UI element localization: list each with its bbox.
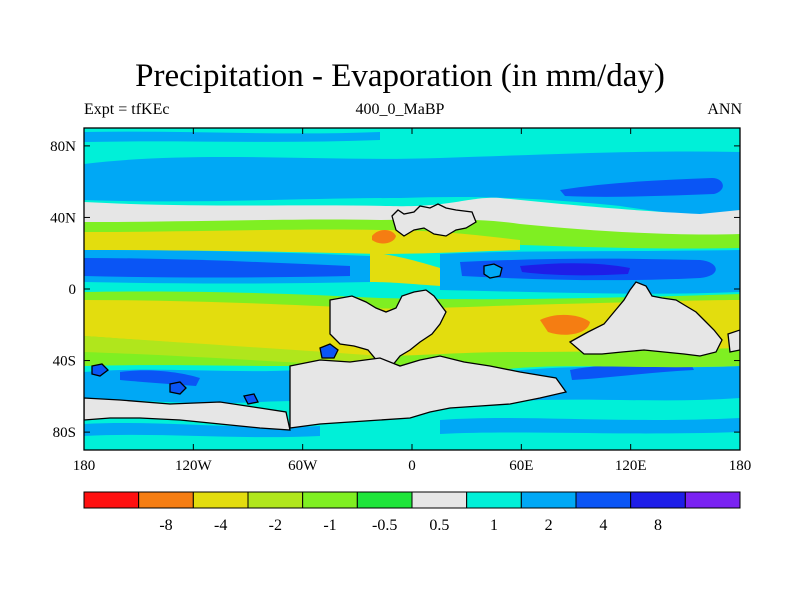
field-patch [84, 151, 740, 216]
colorbar-label: 2 [545, 517, 553, 534]
field-patch [84, 336, 380, 366]
land-mass [727, 329, 740, 353]
field-patch [84, 229, 520, 254]
colorbar-box [83, 491, 140, 509]
field-patch [84, 258, 350, 278]
land-mass [84, 397, 291, 431]
land-mass [91, 363, 109, 377]
land-mass [169, 381, 187, 395]
latitude-ticks: 80N 40N 0 40S 80S [50, 139, 740, 441]
lat-tick-label: 0 [69, 282, 77, 298]
lon-tick-label: 180 [73, 458, 96, 474]
experiment-label: Expt = tfKEc [84, 101, 170, 118]
lat-tick-label: 80N [50, 139, 76, 155]
northern-storm-track [84, 131, 740, 216]
land-mass [289, 355, 568, 429]
land-mass [243, 393, 259, 405]
map-field [84, 128, 740, 450]
colorbar-box [247, 491, 304, 509]
lon-tick-label: 180 [729, 458, 752, 474]
equatorial-wet-band [84, 250, 740, 294]
colorbar-box [630, 491, 686, 509]
field-patch [84, 423, 320, 438]
lon-tick-label: 60E [509, 458, 533, 474]
continents [84, 203, 740, 431]
period-label: 400_0_MaBP [355, 101, 445, 118]
colorbar-label: -8 [159, 517, 172, 534]
land-mass [568, 281, 723, 357]
lon-tick-label: 60W [288, 458, 318, 474]
land-mass [329, 289, 447, 376]
colorbar-labels: -8 -4 -2 -1 -0.5 0.5 1 2 4 8 [159, 517, 662, 534]
colorbar-box [138, 491, 194, 509]
field-patch [520, 263, 630, 276]
colorbar-box [411, 491, 468, 509]
colorbar-label: 4 [599, 517, 607, 534]
colorbar-box [356, 491, 413, 509]
colorbar-box [302, 491, 358, 509]
land-mass [391, 203, 477, 237]
map-frame: 180 120W 60W 0 60E 120E 180 80N 40N 0 40S 80S [50, 127, 752, 474]
field-patch [84, 131, 380, 142]
colorbar-box [575, 491, 632, 509]
colorbar-box [466, 491, 522, 509]
colorbar-box [684, 491, 741, 509]
colorbar-label: 1 [490, 517, 498, 534]
field-patch [370, 252, 440, 286]
colorbar-label: -0.5 [372, 517, 397, 534]
lon-tick-label: 120W [175, 458, 213, 474]
colorbar-label: 0.5 [429, 517, 449, 534]
lat-tick-label: 80S [53, 425, 76, 441]
colorbar-box [520, 491, 577, 509]
colorbar: -8 -4 -2 -1 -0.5 0.5 1 2 4 8 [83, 491, 741, 534]
colorbar-boxes [83, 491, 741, 509]
lon-tick-label: 120E [615, 458, 647, 474]
field-patch [372, 230, 396, 244]
plot-title: Precipitation - Evaporation (in mm/day) [135, 58, 665, 94]
colorbar-label: -2 [269, 517, 282, 534]
lat-tick-label: 40S [53, 354, 76, 370]
colorbar-label: -1 [323, 517, 336, 534]
lon-tick-label: 0 [408, 458, 416, 474]
field-patch [560, 178, 723, 197]
season-label: ANN [707, 101, 742, 118]
lat-tick-label: 40N [50, 210, 76, 226]
colorbar-box [192, 491, 249, 509]
land-mass [483, 263, 503, 279]
longitude-ticks: 180 120W 60W 0 60E 120E 180 [73, 128, 752, 474]
land-mass [319, 343, 339, 359]
field-patch [540, 314, 590, 335]
colorbar-label: 8 [654, 517, 662, 534]
colorbar-label: -4 [214, 517, 227, 534]
field-patch [440, 418, 740, 434]
